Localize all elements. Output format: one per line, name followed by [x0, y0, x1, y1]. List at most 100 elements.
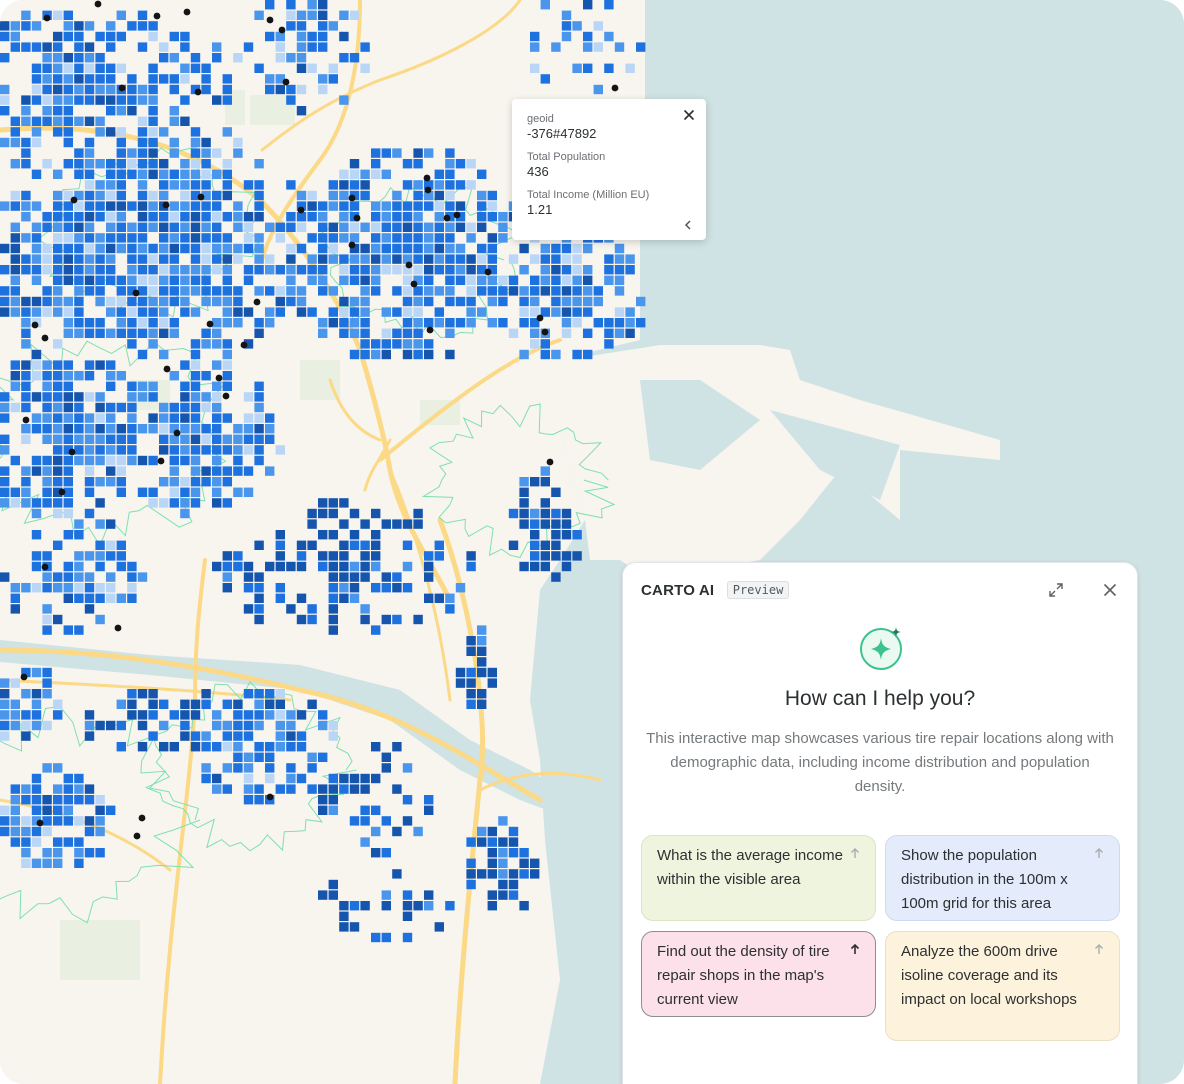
grid-cell[interactable] [0, 816, 10, 826]
grid-cell[interactable] [498, 879, 508, 890]
grid-cell[interactable] [402, 265, 413, 275]
tire-repair-point[interactable] [282, 78, 290, 86]
grid-cell[interactable] [127, 74, 137, 84]
grid-cell[interactable] [212, 169, 222, 179]
grid-cell[interactable] [31, 455, 42, 466]
grid-cell[interactable] [180, 477, 190, 487]
grid-cell[interactable] [21, 148, 31, 158]
grid-cell[interactable] [10, 233, 20, 243]
grid-cell[interactable] [318, 286, 328, 296]
grid-cell[interactable] [265, 773, 275, 784]
grid-cell[interactable] [169, 222, 179, 232]
tire-repair-point[interactable] [206, 320, 214, 328]
grid-cell[interactable] [540, 508, 550, 519]
grid-cell[interactable] [10, 710, 20, 720]
close-icon[interactable] [1101, 581, 1119, 599]
grid-cell[interactable] [519, 349, 529, 360]
grid-cell[interactable] [233, 466, 243, 476]
grid-cell[interactable] [487, 901, 497, 911]
grid-cell[interactable] [392, 222, 402, 232]
grid-cell[interactable] [10, 159, 20, 169]
grid-cell[interactable] [243, 583, 254, 593]
grid-cell[interactable] [318, 31, 328, 42]
grid-cell[interactable] [10, 307, 20, 317]
grid-cell[interactable] [116, 180, 126, 190]
grid-cell[interactable] [95, 243, 105, 254]
grid-cell[interactable] [530, 254, 540, 264]
grid-cell[interactable] [74, 254, 84, 264]
grid-cell[interactable] [413, 826, 423, 837]
grid-cell[interactable] [169, 710, 179, 720]
grid-cell[interactable] [445, 265, 455, 275]
grid-cell[interactable] [190, 137, 201, 148]
grid-cell[interactable] [63, 21, 73, 31]
grid-cell[interactable] [53, 614, 63, 625]
grid-cell[interactable] [254, 699, 264, 709]
grid-cell[interactable] [95, 84, 105, 95]
grid-cell[interactable] [180, 180, 190, 190]
grid-cell[interactable] [0, 805, 10, 815]
grid-cell[interactable] [540, 265, 550, 275]
grid-cell[interactable] [84, 572, 95, 582]
grid-cell[interactable] [31, 116, 42, 126]
grid-cell[interactable] [328, 307, 338, 317]
grid-cell[interactable] [561, 296, 572, 307]
grid-cell[interactable] [498, 890, 508, 900]
grid-cell[interactable] [0, 413, 10, 423]
grid-cell[interactable] [561, 328, 572, 338]
grid-cell[interactable] [190, 360, 201, 370]
grid-cell[interactable] [180, 731, 190, 741]
grid-cell[interactable] [63, 381, 73, 391]
grid-cell[interactable] [392, 233, 402, 243]
chevron-left-icon[interactable] [682, 218, 694, 232]
grid-cell[interactable] [392, 869, 402, 879]
grid-cell[interactable] [159, 720, 169, 731]
grid-cell[interactable] [349, 349, 360, 360]
grid-cell[interactable] [0, 710, 10, 720]
grid-cell[interactable] [63, 222, 73, 232]
grid-cell[interactable] [95, 275, 105, 285]
grid-cell[interactable] [445, 593, 455, 603]
grid-cell[interactable] [445, 180, 455, 190]
grid-cell[interactable] [201, 286, 211, 296]
grid-cell[interactable] [339, 901, 349, 911]
grid-cell[interactable] [424, 286, 434, 296]
grid-cell[interactable] [593, 318, 603, 328]
grid-cell[interactable] [31, 42, 42, 52]
grid-cell[interactable] [254, 583, 264, 593]
grid-cell[interactable] [169, 233, 179, 243]
grid-cell[interactable] [477, 222, 487, 232]
grid-cell[interactable] [137, 95, 148, 105]
grid-cell[interactable] [265, 710, 275, 720]
grid-cell[interactable] [31, 296, 42, 307]
grid-cell[interactable] [233, 222, 243, 232]
grid-cell[interactable] [328, 614, 338, 625]
grid-cell[interactable] [413, 212, 423, 222]
grid-cell[interactable] [222, 265, 232, 275]
grid-cell[interactable] [127, 243, 137, 254]
grid-cell[interactable] [95, 561, 105, 572]
grid-cell[interactable] [0, 720, 10, 731]
grid-cell[interactable] [519, 869, 529, 879]
grid-cell[interactable] [201, 169, 211, 179]
grid-cell[interactable] [402, 795, 413, 805]
grid-cell[interactable] [371, 265, 381, 275]
grid-cell[interactable] [233, 699, 243, 709]
grid-cell[interactable] [21, 858, 31, 868]
grid-cell[interactable] [63, 445, 73, 455]
grid-cell[interactable] [31, 127, 42, 137]
grid-cell[interactable] [53, 222, 63, 232]
grid-cell[interactable] [307, 63, 317, 73]
grid-cell[interactable] [42, 371, 52, 381]
grid-cell[interactable] [243, 561, 254, 572]
grid-cell[interactable] [169, 31, 179, 42]
grid-cell[interactable] [402, 890, 413, 900]
grid-cell[interactable] [21, 201, 31, 211]
grid-cell[interactable] [254, 455, 264, 466]
grid-cell[interactable] [275, 731, 285, 741]
grid-cell[interactable] [31, 95, 42, 105]
grid-cell[interactable] [296, 106, 307, 116]
grid-cell[interactable] [212, 222, 222, 232]
grid-cell[interactable] [21, 826, 31, 837]
tire-repair-point[interactable] [173, 429, 181, 437]
